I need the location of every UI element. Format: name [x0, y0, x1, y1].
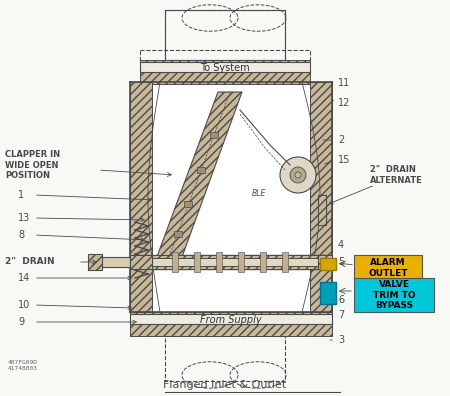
Bar — [318, 195, 326, 225]
Text: From Supply: From Supply — [200, 315, 262, 325]
Text: 4: 4 — [338, 240, 344, 250]
Bar — [320, 258, 336, 270]
Circle shape — [280, 157, 316, 193]
Text: 14: 14 — [18, 273, 30, 283]
Bar — [354, 278, 434, 312]
Text: 7: 7 — [338, 310, 344, 320]
Bar — [320, 282, 336, 304]
Bar — [140, 62, 310, 72]
Bar — [165, 10, 285, 60]
Text: 11: 11 — [338, 78, 350, 88]
Bar — [354, 255, 422, 281]
Text: 12: 12 — [338, 98, 351, 108]
Bar — [152, 82, 310, 312]
Text: 3: 3 — [338, 335, 344, 345]
Bar — [165, 10, 285, 60]
Text: Flanged Inlet & Outlet: Flanged Inlet & Outlet — [163, 380, 287, 390]
Text: 13: 13 — [18, 213, 30, 223]
Bar — [140, 72, 310, 84]
Bar — [238, 252, 244, 272]
Bar — [174, 231, 181, 237]
Circle shape — [295, 172, 301, 178]
Bar — [130, 312, 332, 326]
Bar — [100, 257, 130, 267]
Text: 6: 6 — [338, 295, 344, 305]
Text: 9: 9 — [18, 317, 24, 327]
Bar — [172, 252, 178, 272]
Bar — [140, 50, 310, 62]
Text: To System: To System — [200, 63, 250, 73]
Bar — [152, 255, 330, 269]
Bar — [152, 258, 330, 266]
Bar — [130, 314, 332, 324]
Text: 2: 2 — [338, 135, 344, 145]
Bar — [165, 336, 285, 381]
Bar — [88, 254, 102, 270]
Text: 407FG09D
41748803: 407FG09D 41748803 — [8, 360, 38, 371]
Bar — [310, 82, 332, 312]
Bar — [130, 82, 152, 312]
Bar — [318, 255, 332, 269]
Bar — [88, 254, 102, 270]
Bar — [216, 252, 222, 272]
Bar — [282, 252, 288, 272]
Text: ALARM
OUTLET: ALARM OUTLET — [368, 258, 408, 278]
Text: 15: 15 — [338, 155, 351, 165]
Bar — [318, 195, 326, 225]
Text: 8: 8 — [18, 230, 24, 240]
Circle shape — [290, 167, 306, 183]
Text: 1: 1 — [18, 190, 24, 200]
Text: BLE: BLE — [252, 188, 266, 198]
Bar — [210, 132, 218, 138]
Text: CLAPPER IN
WIDE OPEN
POSITION: CLAPPER IN WIDE OPEN POSITION — [5, 150, 60, 180]
Text: VALVE
TRIM TO
BYPASS: VALVE TRIM TO BYPASS — [373, 280, 415, 310]
Bar — [130, 324, 332, 336]
Text: 2"  DRAIN: 2" DRAIN — [5, 257, 54, 267]
Bar — [130, 255, 152, 269]
Polygon shape — [155, 92, 242, 268]
Bar — [140, 60, 310, 74]
Bar — [318, 255, 332, 269]
Bar — [260, 252, 266, 272]
Bar — [184, 202, 193, 208]
Bar — [197, 167, 205, 173]
Bar — [194, 252, 200, 272]
Text: 10: 10 — [18, 300, 30, 310]
Text: 2"  DRAIN
ALTERNATE: 2" DRAIN ALTERNATE — [370, 165, 423, 185]
Text: 5: 5 — [338, 257, 344, 267]
Bar — [130, 255, 152, 269]
